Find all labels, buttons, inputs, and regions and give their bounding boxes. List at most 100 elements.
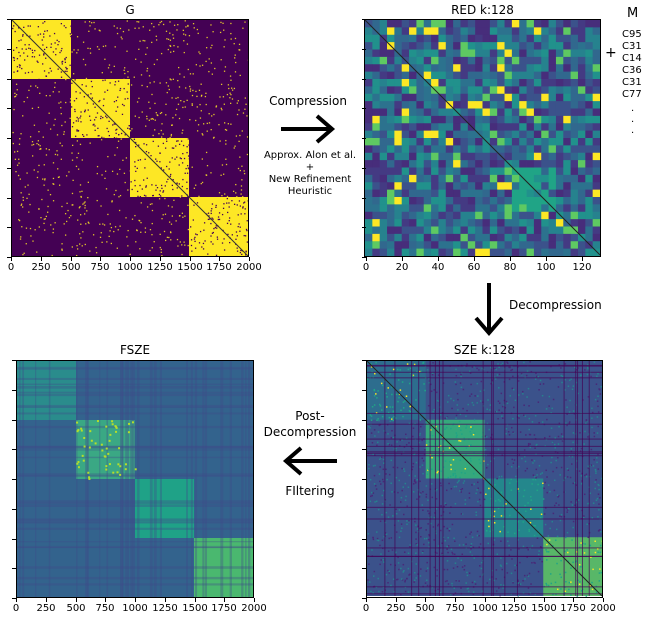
x-tick-label: 750	[445, 603, 465, 614]
x-tick-mark	[544, 598, 545, 602]
x-tick-label: 500	[66, 603, 86, 614]
x-tick-mark	[514, 598, 515, 602]
y-tick-mark	[362, 568, 366, 569]
y-tick-mark	[362, 227, 366, 228]
x-tick-mark	[165, 598, 166, 602]
y-tick-mark	[7, 19, 11, 20]
y-tick-mark	[12, 598, 16, 599]
down-arrow-icon	[474, 283, 504, 337]
x-tick-label: 1500	[531, 603, 557, 614]
x-tick-label: 0	[12, 603, 20, 614]
x-tick-label: 1500	[182, 603, 208, 614]
x-tick-mark	[546, 257, 547, 261]
x-tick-mark	[195, 598, 196, 602]
x-tick-label: 1250	[152, 603, 178, 614]
m-plus: +	[605, 45, 617, 61]
m-entry: C36	[622, 65, 642, 76]
panel-sze-heatmap	[366, 360, 603, 598]
m-entry: C95	[622, 29, 642, 40]
x-tick-label: 2000	[590, 603, 616, 614]
method-line: New Refinement	[268, 174, 352, 185]
m-ellipsis: .	[631, 114, 635, 125]
y-tick-mark	[12, 420, 16, 421]
x-tick-mark	[41, 257, 42, 261]
x-tick-label: 500	[61, 262, 81, 273]
m-entry: C31	[622, 77, 642, 88]
x-tick-mark	[100, 257, 101, 261]
x-tick-label: 0	[362, 262, 370, 273]
x-tick-label: 250	[36, 603, 56, 614]
decompression-label: Decompression	[509, 298, 602, 312]
y-tick-mark	[12, 360, 16, 361]
x-tick-mark	[46, 598, 47, 602]
x-tick-mark	[438, 257, 439, 261]
y-tick-mark	[12, 568, 16, 569]
x-tick-label: 500	[415, 603, 435, 614]
x-tick-mark	[485, 598, 486, 602]
x-tick-mark	[135, 598, 136, 602]
x-tick-label: 0	[7, 262, 15, 273]
x-tick-label: 1000	[122, 603, 148, 614]
y-tick-mark	[12, 479, 16, 480]
y-tick-mark	[7, 79, 11, 80]
x-tick-label: 750	[95, 603, 115, 614]
x-tick-label: 750	[90, 262, 110, 273]
m-title: M	[627, 6, 639, 21]
post-label-line1: Post-	[295, 409, 325, 423]
panel-sze-title: SZE k:128	[453, 343, 516, 357]
m-entry: C77	[622, 89, 642, 100]
y-tick-mark	[7, 108, 11, 109]
x-tick-mark	[249, 257, 250, 261]
y-tick-mark	[362, 257, 366, 258]
compression-label: Compression	[269, 94, 347, 108]
y-tick-mark	[362, 539, 366, 540]
x-tick-label: 80	[503, 262, 517, 273]
y-tick-mark	[362, 108, 366, 109]
y-tick-mark	[362, 49, 366, 50]
panel-g-title: G	[125, 3, 135, 17]
x-tick-mark	[603, 598, 604, 602]
x-tick-label: 1250	[501, 603, 527, 614]
post-label-line2: Decompression	[263, 425, 357, 439]
m-entry: C14	[622, 53, 642, 64]
x-tick-mark	[396, 598, 397, 602]
x-tick-label: 0	[362, 603, 370, 614]
x-tick-mark	[224, 598, 225, 602]
x-tick-mark	[510, 257, 511, 261]
y-tick-mark	[362, 79, 366, 80]
x-tick-mark	[425, 598, 426, 602]
x-tick-label: 1500	[177, 262, 203, 273]
x-tick-label: 2000	[236, 262, 262, 273]
x-tick-mark	[366, 598, 367, 602]
method-line: Approx. Alon et al.	[263, 150, 357, 161]
y-tick-mark	[7, 227, 11, 228]
x-tick-mark	[190, 257, 191, 261]
panel-red-heatmap	[364, 19, 601, 257]
y-tick-mark	[7, 138, 11, 139]
y-tick-mark	[362, 390, 366, 391]
x-tick-label: 60	[467, 262, 481, 273]
y-tick-mark	[362, 420, 366, 421]
x-tick-label: 1750	[206, 262, 232, 273]
x-tick-mark	[219, 257, 220, 261]
y-tick-mark	[362, 19, 366, 20]
x-tick-label: 1750	[560, 603, 586, 614]
x-tick-mark	[366, 257, 367, 261]
x-tick-mark	[71, 257, 72, 261]
y-tick-mark	[362, 509, 366, 510]
panel-fsze-title: FSZE	[119, 343, 151, 357]
x-tick-mark	[474, 257, 475, 261]
m-entries: C95 C31 C14 C36 C31 C77 . . .	[622, 29, 642, 136]
post-label-line3: FIltering	[285, 484, 335, 498]
x-tick-label: 100	[536, 262, 556, 273]
m-ellipsis: .	[631, 125, 635, 136]
y-tick-mark	[362, 479, 366, 480]
x-tick-label: 1750	[211, 603, 237, 614]
right-arrow-icon	[281, 114, 337, 144]
x-tick-label: 1000	[117, 262, 143, 273]
x-tick-mark	[130, 257, 131, 261]
panel-g-heatmap	[11, 19, 249, 257]
x-tick-label: 20	[395, 262, 409, 273]
y-tick-mark	[7, 198, 11, 199]
method-line: Heuristic	[287, 186, 333, 197]
